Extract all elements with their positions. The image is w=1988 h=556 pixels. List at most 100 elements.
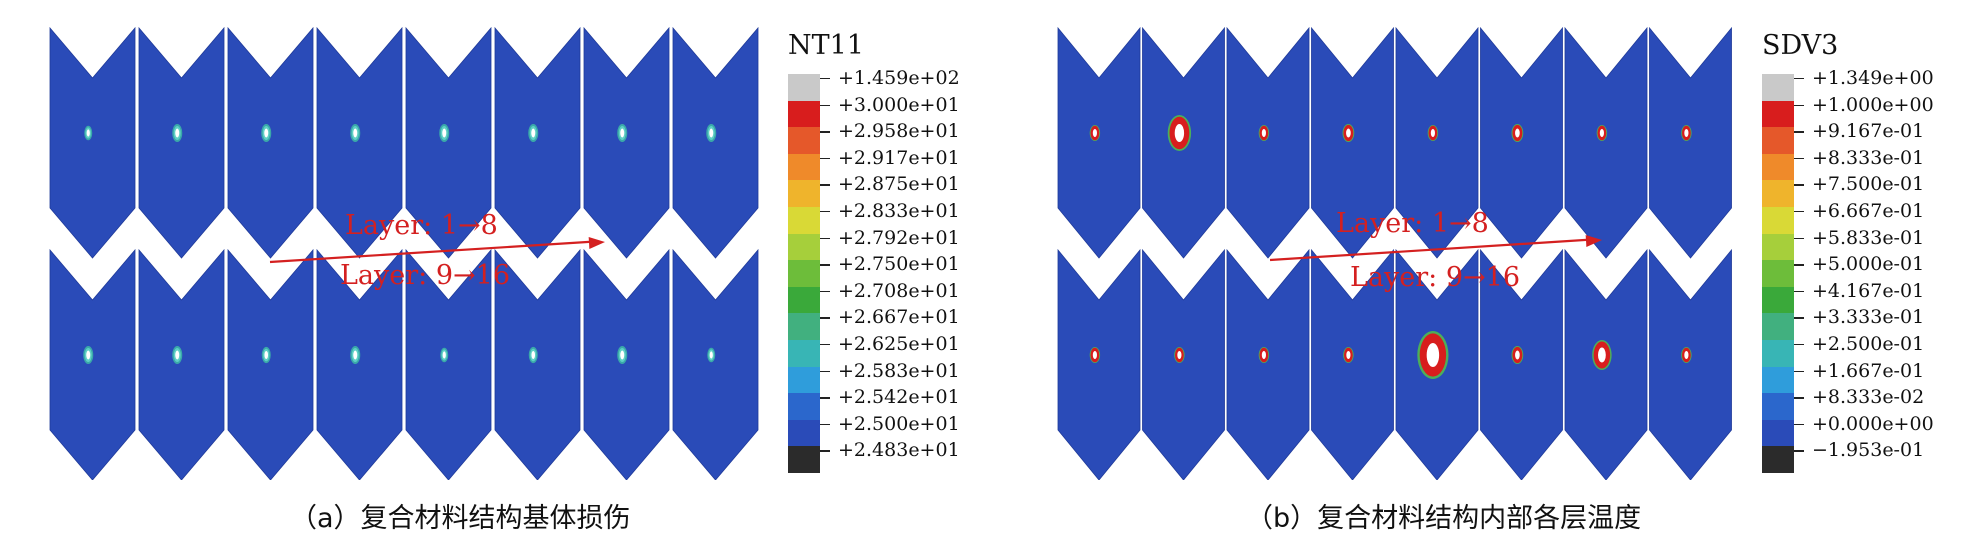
panel-a-legend-bar: +1.459e+02 +3.000e+01 +2.958e+01 +2.917e+01… xyxy=(788,69,960,474)
legend-swatch xyxy=(1762,313,1794,341)
legend-label: +2.875e+01 xyxy=(838,173,960,196)
panel-a-legend: NT11 +1.459e+02 +3.000e+01 +2.958e+01 +2.91… xyxy=(788,30,988,474)
legend-swatch xyxy=(1762,286,1794,314)
legend-tick xyxy=(1794,370,1804,372)
spot-14 xyxy=(1511,346,1524,364)
legend-label: +9.167e-01 xyxy=(1812,120,1925,143)
ply-4 xyxy=(1311,26,1394,259)
ply-11 xyxy=(227,248,314,480)
legend-label: +2.667e+01 xyxy=(838,306,960,329)
panel-b-caption: （b）复合材料结构内部各层温度 xyxy=(1246,503,1642,534)
legend-tick xyxy=(1794,397,1804,399)
legend-swatch xyxy=(788,340,820,368)
ply-13 xyxy=(405,248,492,480)
spot-10 xyxy=(1174,347,1185,363)
legend-tick xyxy=(820,450,830,452)
ply-12 xyxy=(316,248,403,480)
legend-tick xyxy=(820,237,830,239)
legend-tick xyxy=(1794,78,1804,80)
spot-2 xyxy=(172,124,183,142)
ply-11 xyxy=(1226,248,1310,480)
legend-tick xyxy=(1794,104,1804,106)
legend-swatch xyxy=(788,260,820,288)
legend-label: +8.333e-02 xyxy=(1812,386,1925,409)
legend-swatch xyxy=(1762,393,1794,421)
ply-2 xyxy=(138,26,225,259)
legend-swatch xyxy=(788,127,820,155)
ply-16 xyxy=(672,248,759,480)
spot-4 xyxy=(350,124,361,142)
panel-b-direction-arrow xyxy=(1269,234,1602,262)
spot-13 xyxy=(1417,331,1449,379)
legend-tick xyxy=(820,104,830,106)
spot-10 xyxy=(172,346,183,364)
legend-swatch xyxy=(788,286,820,314)
legend-label: +1.667e-01 xyxy=(1812,359,1925,382)
panel-b-plies xyxy=(1057,26,1732,480)
spot-9 xyxy=(1089,347,1101,363)
legend-tick xyxy=(1794,184,1804,186)
legend-tick xyxy=(1794,211,1804,213)
legend-tick xyxy=(1794,317,1804,319)
legend-tick xyxy=(820,184,830,186)
legend-label: +4.167e-01 xyxy=(1812,279,1925,302)
panel-a-layer-label-bottom: Layer: 9→16 xyxy=(340,260,511,291)
ply-9 xyxy=(49,248,136,480)
spot-4 xyxy=(1342,124,1355,142)
ply-8 xyxy=(672,26,759,259)
legend-label: +2.750e+01 xyxy=(838,253,960,276)
spot-15 xyxy=(617,346,628,364)
ply-4 xyxy=(316,26,403,259)
ply-12 xyxy=(1311,248,1394,480)
legend-tick xyxy=(820,290,830,293)
legend-swatch xyxy=(788,74,820,102)
panel-b-layer-label-bottom: Layer: 9→16 xyxy=(1350,262,1521,293)
legend-tick xyxy=(1794,344,1804,346)
panel-a: Layer: 1→8 Layer: 9→16 NT11 +1.459e+02 +3… xyxy=(49,26,988,534)
spot-5 xyxy=(1427,125,1439,141)
panel-b-legend-title: SDV3 xyxy=(1762,30,1839,61)
legend-swatch xyxy=(1762,153,1794,181)
legend-label: +2.708e+01 xyxy=(838,279,960,302)
ply-7 xyxy=(1564,26,1648,259)
legend-label: +2.542e+01 xyxy=(838,386,960,409)
legend-label: +2.958e+01 xyxy=(838,120,960,143)
ply-5 xyxy=(1395,26,1479,259)
ply-7 xyxy=(583,26,670,259)
ply-6 xyxy=(494,26,581,259)
ply-5 xyxy=(405,26,492,259)
panel-a-direction-arrow xyxy=(269,236,605,264)
legend-tick xyxy=(1794,264,1804,266)
ply-15 xyxy=(583,248,670,480)
ply-8 xyxy=(1649,26,1732,259)
ply-10 xyxy=(1142,248,1225,480)
legend-label: +1.459e+02 xyxy=(838,67,960,89)
legend-swatch xyxy=(788,393,820,421)
legend-label: +2.792e+01 xyxy=(838,226,960,249)
spot-16 xyxy=(1681,347,1692,363)
legend-swatch xyxy=(788,313,820,341)
spot-15 xyxy=(1592,340,1612,370)
legend-tick xyxy=(820,317,830,319)
legend-tick xyxy=(820,344,830,346)
spot-11 xyxy=(1258,347,1270,363)
legend-swatch xyxy=(788,207,820,235)
legend-label: +2.500e+01 xyxy=(838,412,960,435)
legend-swatch xyxy=(788,446,820,474)
legend-swatch xyxy=(1762,340,1794,368)
legend-label: +7.500e-01 xyxy=(1812,173,1925,196)
legend-label: +2.583e+01 xyxy=(838,359,960,382)
spot-12 xyxy=(350,346,361,364)
spot-6 xyxy=(528,124,539,142)
spot-1 xyxy=(84,125,93,141)
legend-label: +8.333e-01 xyxy=(1812,146,1925,169)
legend-tick xyxy=(820,131,830,133)
legend-label: +3.000e+01 xyxy=(838,93,960,116)
legend-swatch xyxy=(1762,180,1794,208)
legend-label: +2.483e+01 xyxy=(838,439,960,462)
spot-3 xyxy=(1258,125,1270,141)
legend-label: +6.667e-01 xyxy=(1812,200,1925,222)
spot-8 xyxy=(706,124,717,142)
spot-13 xyxy=(440,347,449,363)
panel-b-legend-bar: +1.349e+00 +1.000e+00 +9.167e-01 +8.333e-01… xyxy=(1762,69,1934,474)
